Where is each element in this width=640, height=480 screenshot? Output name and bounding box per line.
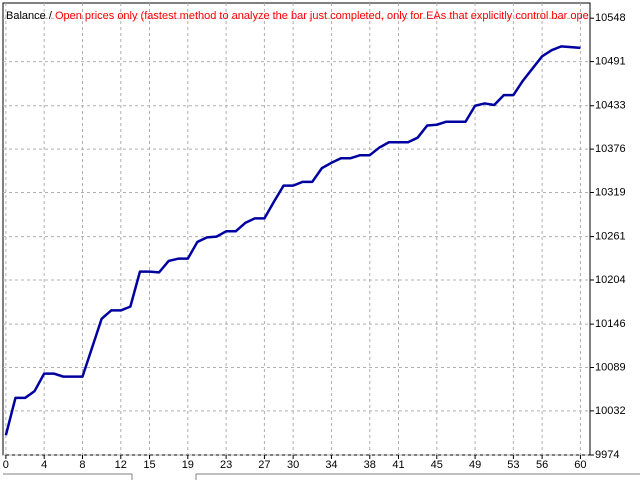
x-tick-label: 41	[392, 459, 404, 471]
y-tick-label: 10146	[595, 318, 626, 330]
y-tick-label: 10548	[595, 12, 626, 24]
x-tick-label: 34	[325, 459, 337, 471]
x-tick-label: 12	[115, 459, 127, 471]
y-tick-label: 10032	[595, 405, 626, 417]
y-tick-label: 10261	[595, 231, 626, 243]
balance-line	[4, 45, 581, 436]
subtitle: Open prices only (fastest method to anal…	[55, 10, 603, 22]
y-tick-label: 9974	[595, 449, 619, 461]
x-tick-label: 8	[79, 459, 85, 471]
x-tick-label: 4	[41, 459, 47, 471]
y-tick-label: 10319	[595, 186, 626, 198]
plot-frame	[2, 2, 591, 456]
x-tick-label: 49	[469, 459, 481, 471]
title-separator: /	[49, 10, 53, 22]
x-tick-label: 23	[220, 459, 232, 471]
x-tick-label: 38	[364, 459, 376, 471]
x-tick-label: 53	[507, 459, 519, 471]
x-tick-label: 19	[182, 459, 194, 471]
x-tick-label: 0	[3, 459, 9, 471]
chart-title: Balance / Open prices only (fastest meth…	[6, 10, 603, 22]
y-tick-label: 10491	[595, 55, 626, 67]
x-tick-label: 45	[431, 459, 443, 471]
x-tick-label: 56	[536, 459, 548, 471]
x-tick-label: 60	[574, 459, 586, 471]
y-tick-label: 10204	[595, 274, 626, 286]
x-tick-label: 15	[143, 459, 155, 471]
y-tick-label: 10433	[595, 100, 626, 112]
title: Balance	[6, 10, 46, 22]
y-tick-label: 10089	[595, 361, 626, 373]
y-tick-label: 10376	[595, 143, 626, 155]
x-tick-label: 27	[258, 459, 270, 471]
x-tick-label: 30	[287, 459, 299, 471]
